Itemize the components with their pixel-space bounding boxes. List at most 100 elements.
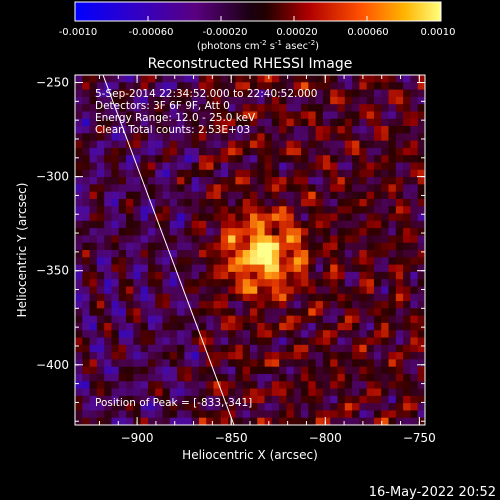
image-pixel <box>315 279 324 287</box>
image-pixel <box>330 228 338 236</box>
image-pixel <box>235 198 244 207</box>
image-pixel <box>322 206 331 214</box>
image-pixel <box>162 359 171 368</box>
image-pixel <box>184 344 193 353</box>
image-pixel <box>337 82 346 90</box>
image-pixel <box>235 293 244 302</box>
image-pixel <box>177 162 185 171</box>
image-pixel <box>279 213 287 222</box>
image-pixel <box>366 403 375 411</box>
image-pixel <box>198 118 207 127</box>
image-pixel <box>293 388 302 397</box>
image-pixel <box>169 322 178 331</box>
image-pixel <box>235 286 244 295</box>
image-pixel <box>395 293 404 302</box>
image-pixel <box>75 228 83 236</box>
image-pixel <box>155 403 163 411</box>
image-pixel <box>96 235 105 244</box>
image-pixel <box>403 322 411 331</box>
image-pixel <box>388 184 397 193</box>
image-pixel <box>140 177 149 185</box>
image-pixel <box>322 322 331 331</box>
image-pixel <box>308 315 317 324</box>
image-pixel <box>381 279 389 287</box>
image-pixel <box>403 366 411 375</box>
image-pixel <box>366 352 375 360</box>
image-pixel <box>198 352 207 360</box>
image-pixel <box>271 169 280 178</box>
image-pixel <box>359 264 368 273</box>
image-pixel <box>293 89 302 98</box>
image-pixel <box>126 286 134 295</box>
image-pixel <box>104 75 112 83</box>
image-pixel <box>330 198 338 207</box>
image-pixel <box>271 184 280 193</box>
image-pixel <box>373 308 382 317</box>
image-pixel <box>271 177 280 185</box>
image-pixel <box>89 184 98 193</box>
image-pixel <box>293 155 302 163</box>
image-pixel <box>344 169 353 178</box>
image-pixel <box>257 89 265 98</box>
image-pixel <box>250 198 258 207</box>
image-pixel <box>228 198 236 207</box>
image-pixel <box>140 111 149 120</box>
image-pixel <box>198 293 207 302</box>
image-pixel <box>82 140 90 149</box>
image-pixel <box>177 111 185 120</box>
image-pixel <box>366 359 375 368</box>
image-pixel <box>395 264 404 273</box>
image-pixel <box>191 169 200 178</box>
image-pixel <box>330 111 338 120</box>
image-pixel <box>118 257 127 265</box>
image-pixel <box>169 198 178 207</box>
image-pixel <box>395 337 404 346</box>
info-line-detectors: Detectors: 3F 6F 9F, Att 0 <box>95 100 230 112</box>
image-pixel <box>147 198 156 207</box>
image-pixel <box>213 322 222 331</box>
image-pixel <box>286 96 295 105</box>
image-pixel <box>147 417 156 425</box>
image-pixel <box>118 373 127 382</box>
image-pixel <box>250 250 258 258</box>
image-pixel <box>322 403 331 411</box>
image-pixel <box>403 250 411 258</box>
image-pixel <box>257 104 265 112</box>
image-pixel <box>344 315 353 324</box>
image-pixel <box>403 359 411 368</box>
image-pixel <box>198 177 207 185</box>
image-pixel <box>301 96 309 105</box>
image-pixel <box>359 82 368 90</box>
image-pixel <box>250 126 258 134</box>
image-pixel <box>213 257 222 265</box>
image-pixel <box>315 403 324 411</box>
image-pixel <box>279 359 287 368</box>
image-pixel <box>264 257 273 265</box>
image-pixel <box>184 242 193 251</box>
image-pixel <box>337 213 346 222</box>
image-pixel <box>410 191 419 200</box>
image-pixel <box>177 82 185 90</box>
image-pixel <box>169 184 178 193</box>
image-pixel <box>271 293 280 302</box>
image-pixel <box>264 308 273 317</box>
image-pixel <box>373 257 382 265</box>
image-pixel <box>322 147 331 156</box>
image-pixel <box>220 417 229 425</box>
image-pixel <box>279 220 287 229</box>
image-pixel <box>403 417 411 425</box>
image-pixel <box>417 293 425 302</box>
image-pixel <box>184 155 193 163</box>
image-pixel <box>315 417 324 425</box>
image-pixel <box>155 410 163 419</box>
image-pixel <box>118 359 127 368</box>
image-pixel <box>177 228 185 236</box>
image-pixel <box>133 359 142 368</box>
image-pixel <box>388 395 397 404</box>
image-pixel <box>250 169 258 178</box>
image-pixel <box>162 191 171 200</box>
image-pixel <box>104 140 112 149</box>
image-pixel <box>308 352 317 360</box>
colorbar-tick-label: 0.00060 <box>347 27 388 38</box>
